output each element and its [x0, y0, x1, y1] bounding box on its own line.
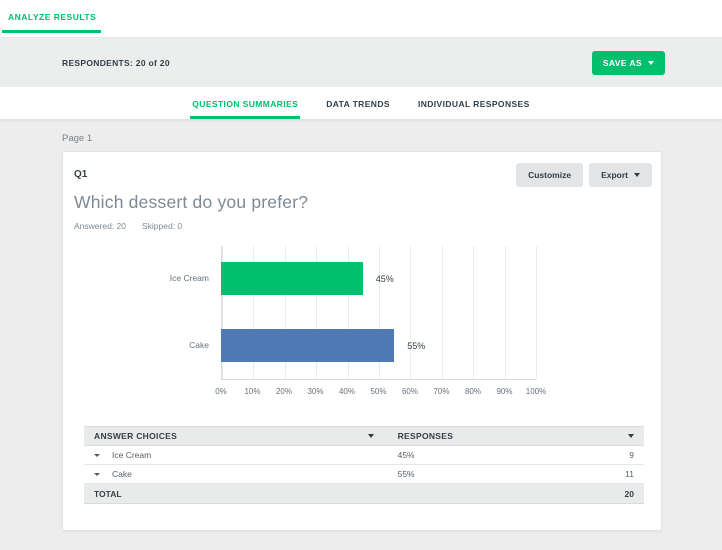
responses-header: RESPONSES [397, 431, 454, 441]
question-card: Q1 Customize Export Which dessert do you… [62, 151, 662, 531]
table-row: Ice Cream 45% 9 [84, 446, 644, 465]
gridline [347, 246, 349, 379]
gridline [222, 246, 223, 379]
caret-down-icon[interactable] [94, 472, 100, 476]
x-tick-label: 80% [464, 387, 481, 396]
export-button[interactable]: Export [589, 163, 652, 187]
top-navigation-bar: ANALYZE RESULTS [0, 0, 722, 37]
tab-individual-responses[interactable]: INDIVIDUAL RESPONSES [417, 99, 530, 109]
caret-down-icon[interactable] [628, 434, 634, 438]
table-row: Cake 55% 11 [84, 465, 644, 484]
x-tick-label: 90% [496, 387, 513, 396]
gridline [410, 246, 412, 379]
gridline [536, 246, 537, 379]
question-title: Which dessert do you prefer? [74, 192, 309, 212]
bar-chart: Ice Cream 45% Cake 55% 0% 10% 20% 30% 40% 50%… [63, 246, 661, 406]
export-label: Export [601, 170, 628, 180]
x-axis-tick-labels: 0% 10% 20% 30% 40% 50% 60% 70% 80% 90% 100% [63, 387, 661, 401]
question-meta: Answered: 20 Skipped: 0 [63, 221, 661, 231]
customize-label: Customize [528, 170, 572, 180]
x-tick-label: 30% [307, 387, 324, 396]
tab-question-summaries[interactable]: QUESTION SUMMARIES [190, 87, 301, 119]
gridline [253, 246, 255, 379]
x-tick-label: 20% [275, 387, 292, 396]
page-content: Page 1 Q1 Customize Export Which dessert… [0, 120, 722, 531]
bar-value-label: 55% [407, 340, 426, 351]
respondents-band: RESPONDENTS: 20 of 20 SAVE AS [0, 37, 722, 87]
bar-row-ice-cream: 45% [221, 262, 641, 295]
x-tick-label: 100% [525, 387, 547, 396]
caret-down-icon[interactable] [367, 434, 374, 438]
response-count: 11 [625, 469, 634, 479]
x-tick-label: 60% [401, 387, 418, 396]
chart-plot-area [221, 246, 537, 380]
x-tick-label: 50% [370, 387, 387, 396]
tab-data-trends[interactable]: DATA TRENDS [326, 99, 390, 109]
gridline [284, 246, 286, 379]
bar-cake [221, 329, 395, 362]
total-label: TOTAL [94, 488, 122, 499]
page-label: Page 1 [62, 133, 93, 144]
x-tick-label: 0% [215, 387, 227, 396]
gridline [379, 246, 380, 379]
bar-category-label: Cake [189, 340, 209, 350]
answer-choice-label: Ice Cream [112, 450, 152, 460]
caret-down-icon[interactable] [94, 453, 100, 457]
table-header-row: ANSWER CHOICES RESPONSES [84, 426, 644, 446]
x-tick-label: 70% [433, 387, 450, 396]
caret-down-icon [634, 173, 640, 177]
gridline [504, 246, 506, 379]
caret-down-icon [648, 60, 654, 65]
question-card-header: Q1 Customize Export [63, 163, 661, 187]
response-percent: 55% [397, 469, 415, 479]
save-as-button[interactable]: SAVE AS [591, 50, 665, 75]
response-count: 9 [629, 450, 634, 460]
answer-choices-header: ANSWER CHOICES [94, 431, 178, 441]
gridline [316, 246, 318, 379]
skipped-count: Skipped: 0 [141, 221, 183, 231]
tab-analyze-results[interactable]: ANALYZE RESULTS [2, 0, 102, 33]
answered-count: Answered: 20 [74, 221, 126, 231]
gridline [473, 246, 475, 379]
summary-tabs: QUESTION SUMMARIES DATA TRENDS INDIVIDUA… [0, 87, 722, 120]
bar-row-cake: 55% [221, 329, 641, 362]
total-count: 20 [624, 488, 634, 499]
bar-ice-cream [221, 262, 363, 295]
x-tick-label: 40% [338, 387, 355, 396]
respondents-count: RESPONDENTS: 20 of 20 [62, 57, 170, 68]
results-table: ANSWER CHOICES RESPONSES Ice Cream 45% 9 [84, 426, 644, 504]
question-number: Q1 [74, 169, 88, 180]
table-total-row: TOTAL 20 [84, 484, 644, 504]
bar-value-label: 45% [375, 273, 394, 284]
save-as-label: SAVE AS [602, 57, 642, 68]
answer-choice-label: Cake [112, 469, 132, 479]
response-percent: 45% [397, 450, 415, 460]
bar-category-label: Ice Cream [169, 273, 209, 283]
customize-button[interactable]: Customize [516, 163, 584, 187]
x-tick-label: 10% [244, 387, 261, 396]
gridline [441, 246, 443, 379]
